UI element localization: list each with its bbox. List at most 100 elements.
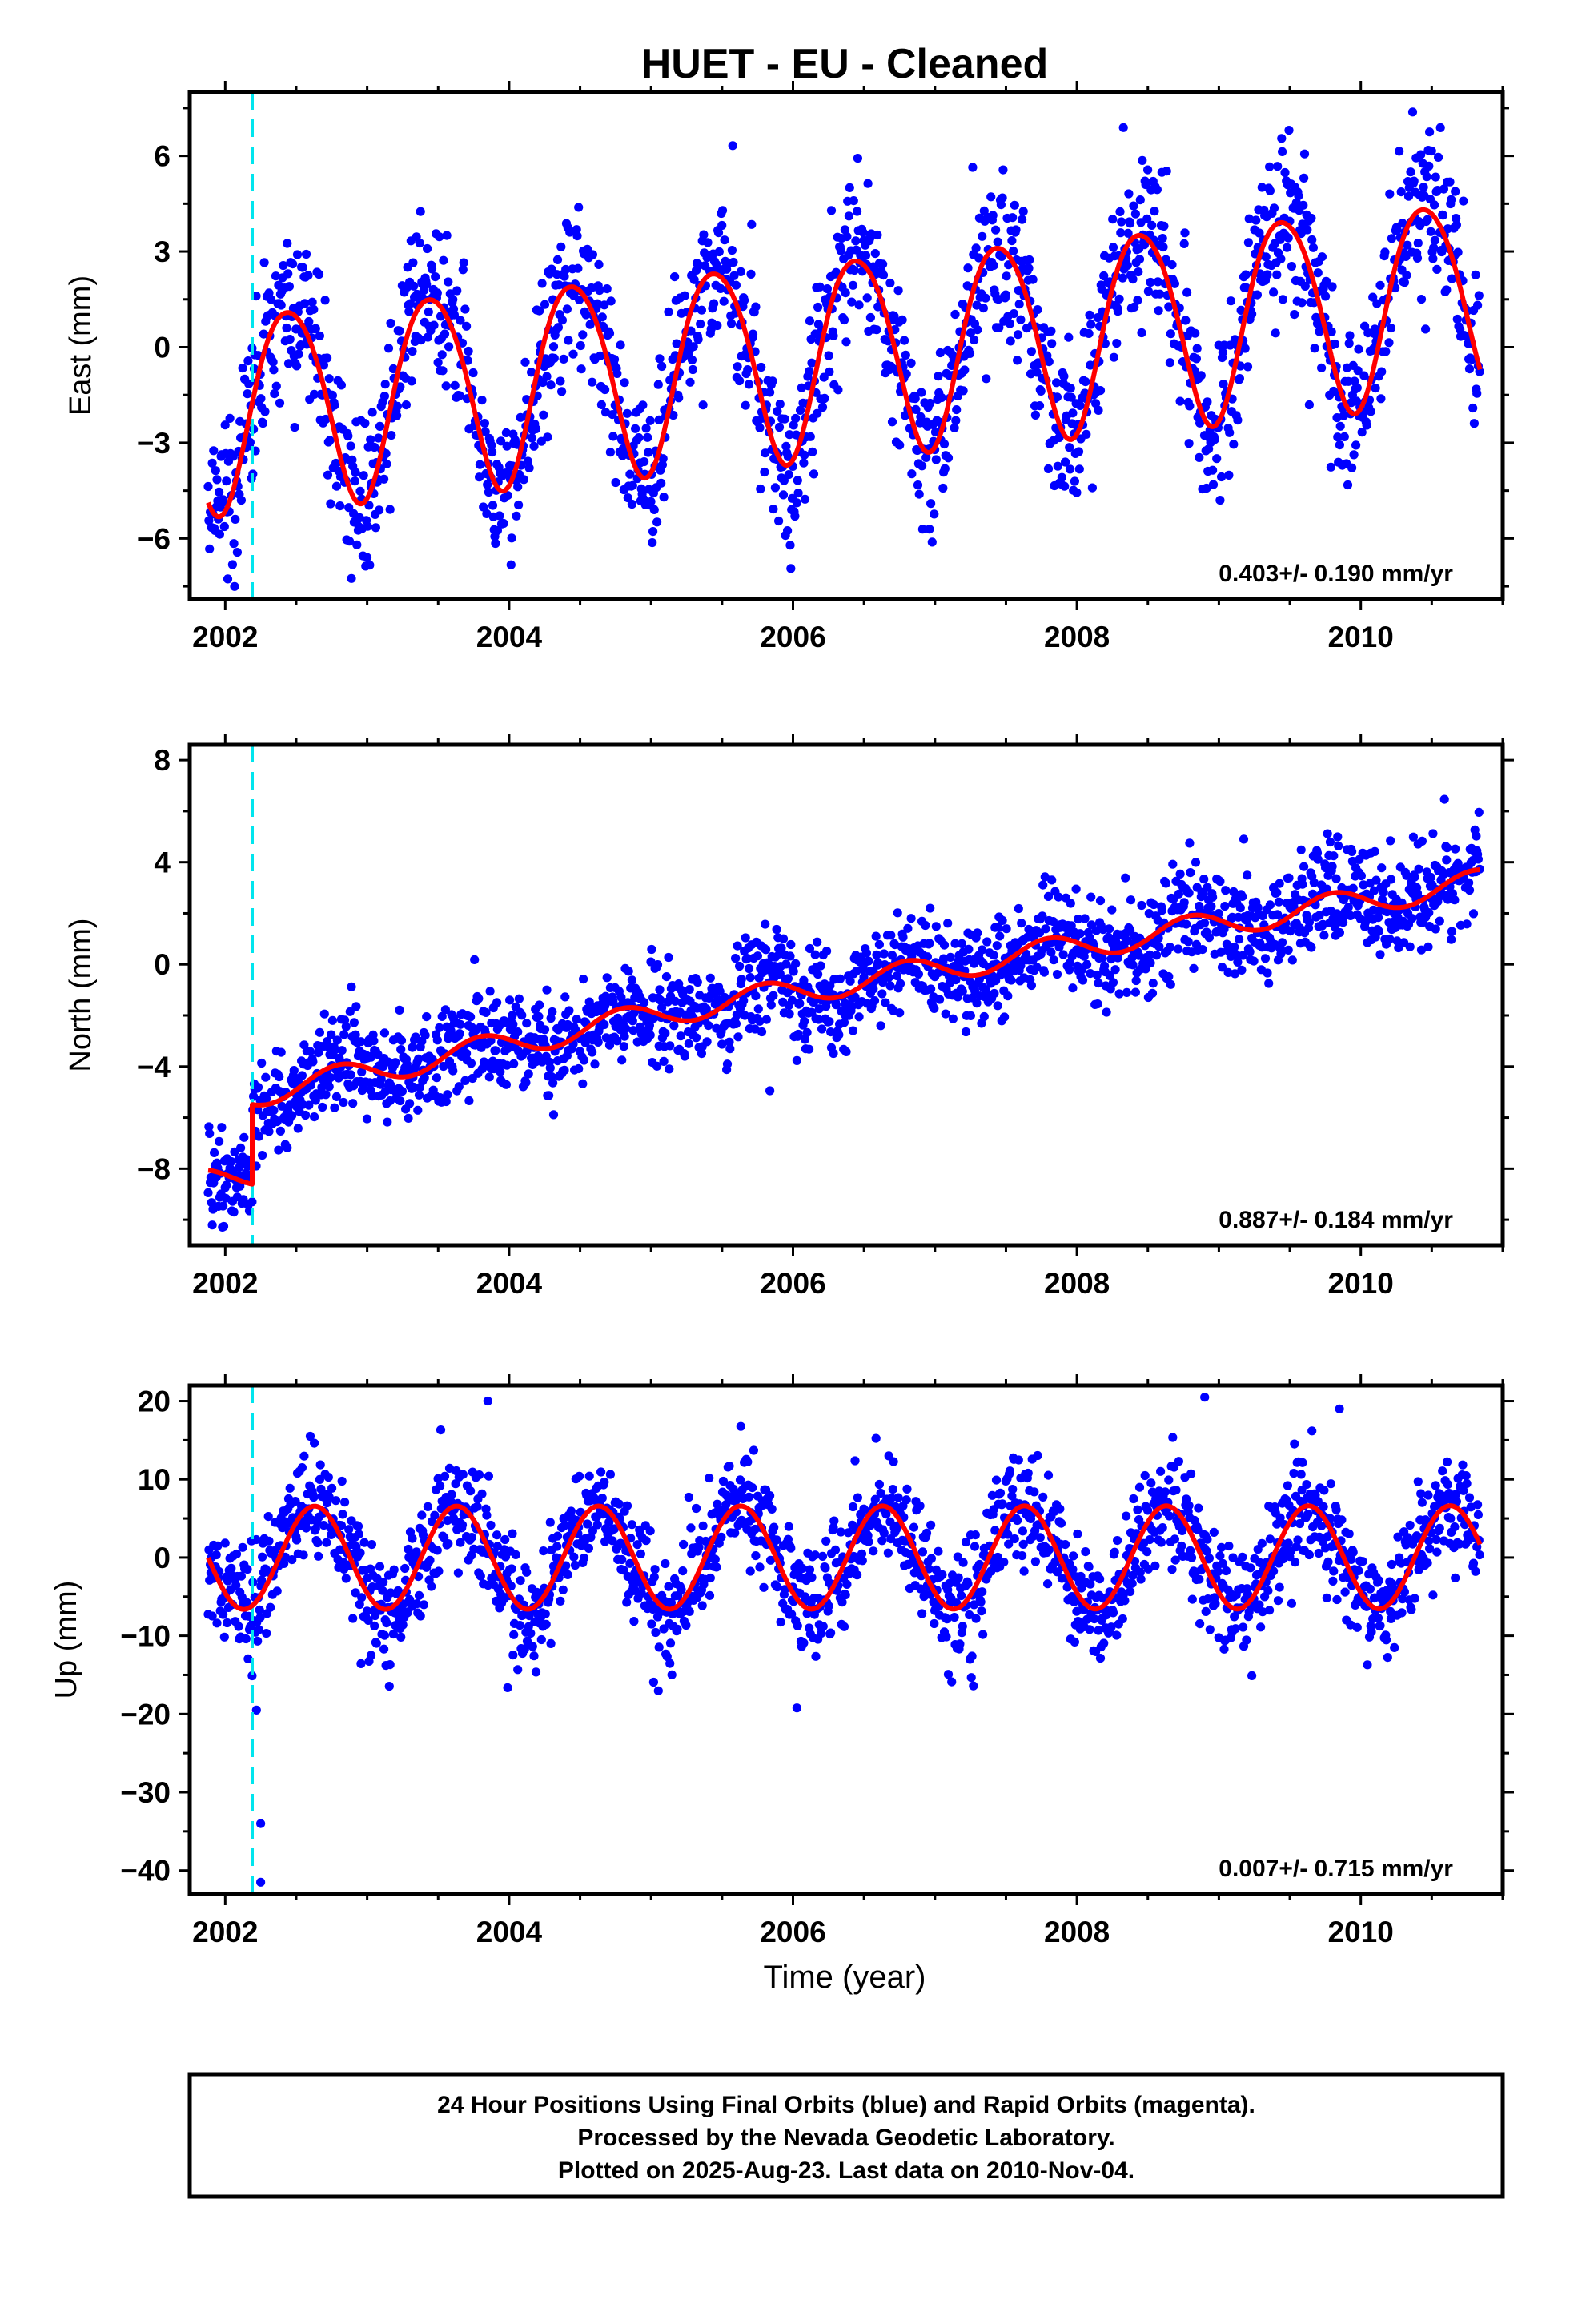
east-data-point	[1475, 367, 1484, 376]
east-data-point	[283, 359, 294, 368]
north-data-point	[1309, 878, 1319, 887]
east-data-point	[805, 316, 815, 326]
up-data-point	[263, 1512, 273, 1522]
up-data-point	[888, 1485, 897, 1494]
up-data-point	[484, 1471, 494, 1481]
up-data-point	[447, 1490, 456, 1499]
up-data-point	[285, 1483, 295, 1493]
east-data-point	[492, 525, 503, 536]
north-data-point	[403, 1063, 412, 1072]
up-data-point	[701, 1536, 711, 1546]
east-data-point	[1066, 392, 1076, 402]
east-data-point	[1118, 273, 1127, 283]
up-data-point	[662, 1651, 672, 1662]
up-data-point	[231, 1549, 242, 1559]
north-data-point	[404, 1113, 413, 1123]
north-data-point	[1298, 879, 1307, 889]
north-data-point	[1038, 911, 1047, 921]
north-data-point	[799, 975, 809, 985]
north-data-point	[345, 1007, 355, 1016]
north-data-point	[383, 1117, 392, 1127]
east-data-point	[1339, 411, 1348, 420]
east-data-point	[606, 296, 616, 306]
east-data-point	[1086, 360, 1095, 370]
east-data-point	[271, 271, 281, 281]
up-data-point	[755, 1562, 765, 1572]
east-data-point	[1014, 300, 1024, 309]
east-data-point	[729, 271, 739, 280]
east-data-point	[1208, 480, 1219, 489]
east-data-point	[1452, 314, 1462, 324]
north-data-point	[845, 976, 855, 986]
north-data-point	[791, 959, 801, 968]
east-data-point	[597, 312, 607, 322]
north-data-point	[733, 1032, 743, 1042]
up-data-point	[508, 1651, 518, 1660]
east-data-point	[594, 259, 604, 269]
up-data-point	[211, 1550, 221, 1560]
up-data-point	[636, 1588, 646, 1598]
east-data-point	[646, 497, 656, 506]
up-data-point	[977, 1606, 986, 1616]
north-data-point	[1068, 983, 1078, 993]
up-data-point	[829, 1516, 839, 1526]
up-data-point	[772, 1535, 781, 1545]
up-data-point	[705, 1474, 714, 1483]
east-data-point	[778, 490, 789, 500]
up-data-point	[561, 1561, 571, 1570]
up-data-point	[998, 1499, 1007, 1509]
east-data-point	[938, 483, 948, 493]
east-data-point	[319, 360, 328, 370]
east-data-point	[386, 318, 396, 328]
north-data-point	[257, 1058, 267, 1068]
north-data-point	[1435, 916, 1444, 926]
east-data-point	[717, 206, 728, 215]
up-data-point	[1018, 1526, 1027, 1536]
north-data-point	[930, 1003, 939, 1013]
east-data-point	[271, 381, 281, 391]
north-data-point	[1104, 932, 1114, 942]
up-data-point	[864, 1537, 873, 1546]
east-data-point	[720, 235, 729, 245]
east-data-point	[978, 304, 988, 313]
east-y-tick-label: 6	[154, 140, 171, 173]
east-data-point	[917, 388, 926, 397]
up-data-point	[1044, 1545, 1054, 1554]
up-data-point	[721, 1500, 731, 1510]
east-data-point	[1002, 271, 1011, 281]
north-data-point	[293, 1124, 303, 1133]
east-data-point	[792, 498, 802, 508]
east-data-point	[568, 349, 578, 359]
east-data-point	[1243, 362, 1253, 372]
north-data-point	[1287, 955, 1297, 965]
east-data-point	[989, 261, 998, 271]
north-rate-label: 0.887+/- 0.184 mm/yr	[1219, 1207, 1453, 1233]
up-data-point	[348, 1614, 358, 1623]
north-data-point	[1191, 858, 1201, 867]
up-data-point	[810, 1550, 820, 1560]
east-data-point	[950, 423, 959, 432]
east-data-point	[831, 267, 841, 277]
up-data-point	[938, 1570, 947, 1579]
up-data-point	[371, 1638, 381, 1648]
north-data-point	[235, 1181, 245, 1191]
east-data-point	[878, 271, 889, 280]
north-data-point	[545, 1063, 555, 1073]
east-data-point	[672, 339, 681, 348]
north-data-point	[869, 984, 878, 994]
north-data-point	[951, 975, 961, 985]
east-data-point	[429, 320, 439, 330]
north-data-point	[362, 1114, 372, 1124]
east-data-point	[841, 288, 850, 298]
north-data-point	[1276, 949, 1286, 959]
up-data-point	[451, 1479, 460, 1489]
north-data-point	[414, 1054, 424, 1063]
east-data-point	[773, 406, 782, 416]
east-data-point	[1247, 309, 1257, 319]
east-data-point	[840, 225, 849, 235]
east-data-point	[848, 280, 858, 290]
east-data-point	[1368, 292, 1378, 302]
up-data-point	[844, 1528, 853, 1538]
east-data-point	[362, 553, 372, 562]
north-data-point	[1095, 896, 1106, 906]
